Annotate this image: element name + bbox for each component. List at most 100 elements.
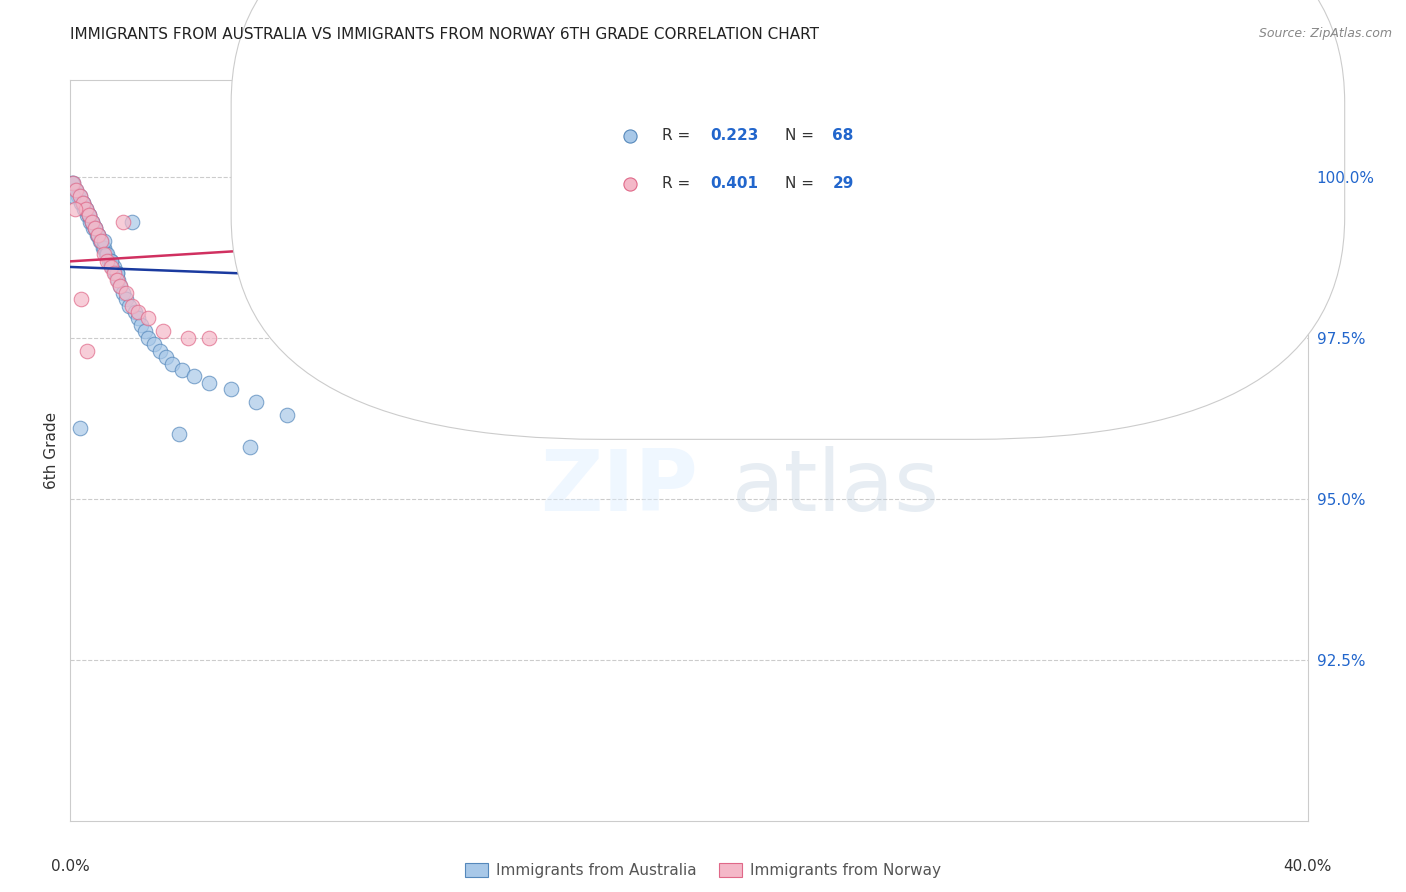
Y-axis label: 6th Grade: 6th Grade	[44, 412, 59, 489]
FancyBboxPatch shape	[231, 0, 1344, 440]
Text: R =: R =	[662, 177, 695, 192]
Text: 0.401: 0.401	[710, 177, 758, 192]
Point	[118, 299, 141, 313]
Point	[177, 331, 200, 345]
Point	[111, 215, 134, 229]
Point	[162, 357, 184, 371]
Point	[124, 305, 146, 319]
Point	[492, 169, 515, 184]
Point	[87, 227, 110, 242]
Point	[77, 209, 100, 223]
Point	[93, 241, 115, 255]
Point	[142, 337, 165, 351]
Point	[79, 215, 101, 229]
Text: IMMIGRANTS FROM AUSTRALIA VS IMMIGRANTS FROM NORWAY 6TH GRADE CORRELATION CHART: IMMIGRANTS FROM AUSTRALIA VS IMMIGRANTS …	[70, 27, 820, 42]
Point	[63, 202, 86, 216]
Point	[60, 176, 83, 190]
Point	[103, 267, 125, 281]
Point	[101, 260, 124, 274]
Point	[987, 183, 1010, 197]
Point	[75, 202, 97, 216]
Point	[70, 292, 93, 306]
Point	[115, 285, 138, 300]
Point	[80, 215, 103, 229]
Text: 40.0%: 40.0%	[1284, 859, 1331, 874]
Point	[89, 234, 111, 248]
Point	[100, 253, 122, 268]
Point	[82, 221, 105, 235]
Point	[183, 369, 205, 384]
Point	[384, 227, 406, 242]
Point	[100, 253, 122, 268]
Point	[276, 408, 298, 422]
Point	[73, 202, 96, 216]
Point	[72, 195, 94, 210]
Point	[131, 318, 153, 332]
Point	[72, 195, 94, 210]
Point	[198, 376, 221, 390]
Point	[72, 195, 94, 210]
Point	[239, 440, 262, 454]
Point	[167, 427, 190, 442]
Point	[219, 382, 242, 396]
Point	[77, 209, 100, 223]
Point	[136, 331, 159, 345]
Point	[115, 292, 138, 306]
Point	[111, 285, 134, 300]
Point	[136, 311, 159, 326]
Text: N =: N =	[786, 177, 820, 192]
Point	[98, 253, 120, 268]
Point	[77, 209, 100, 223]
Point	[69, 421, 91, 435]
Point	[70, 195, 93, 210]
Point	[245, 395, 267, 409]
Text: N =: N =	[786, 128, 820, 144]
Point	[84, 221, 107, 235]
Point	[108, 279, 131, 293]
Point	[69, 189, 91, 203]
Point	[94, 247, 117, 261]
Point	[134, 324, 156, 338]
Point	[96, 247, 118, 261]
Point	[121, 215, 143, 229]
Point	[105, 267, 128, 281]
Text: Source: ZipAtlas.com: Source: ZipAtlas.com	[1258, 27, 1392, 40]
Point	[84, 221, 107, 235]
Point	[105, 273, 128, 287]
Text: 29: 29	[832, 177, 853, 192]
Point	[96, 253, 118, 268]
Legend: Immigrants from Australia, Immigrants from Norway: Immigrants from Australia, Immigrants fr…	[460, 857, 946, 884]
Point	[170, 363, 193, 377]
Point	[76, 209, 98, 223]
Point	[149, 343, 172, 358]
Point	[127, 305, 149, 319]
Point	[740, 202, 762, 216]
Point	[90, 234, 112, 248]
Point	[127, 311, 149, 326]
Point	[100, 260, 122, 274]
Point	[62, 189, 84, 203]
Point	[65, 183, 87, 197]
Point	[67, 189, 90, 203]
Point	[80, 215, 103, 229]
Point	[198, 331, 221, 345]
Point	[103, 260, 125, 274]
Point	[86, 227, 108, 242]
Point	[80, 215, 103, 229]
Point	[87, 227, 110, 242]
Point	[90, 234, 112, 248]
Text: atlas: atlas	[733, 446, 941, 529]
Point	[63, 183, 86, 197]
Point	[75, 202, 97, 216]
Point	[76, 343, 98, 358]
Text: ZIP: ZIP	[540, 446, 699, 529]
Text: 68: 68	[832, 128, 853, 144]
Point	[69, 189, 91, 203]
Point	[155, 350, 177, 364]
Point	[84, 221, 107, 235]
Text: 0.0%: 0.0%	[51, 859, 90, 874]
Point	[75, 202, 97, 216]
Point	[105, 267, 128, 281]
Point	[108, 279, 131, 293]
Point	[616, 189, 638, 203]
